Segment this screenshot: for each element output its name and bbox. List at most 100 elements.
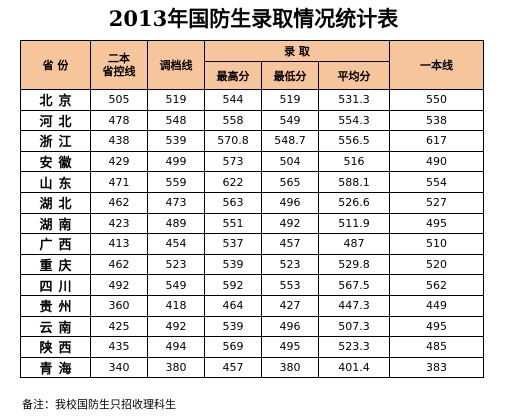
cell-avg: 588.1 [317,171,391,193]
cell-max: 537 [204,233,262,255]
cell-control: 438 [90,130,148,152]
header-admission: 录 取 [203,40,391,62]
cell-province: 北京 [20,89,91,111]
table-row: 重庆 462 523 539 523 529.8 520 [20,253,485,276]
cell-archive: 559 [147,171,205,193]
table-row: 山东 471 559 622 565 588.1 554 [20,171,485,193]
cell-tier-one: 383 [389,356,485,379]
cell-avg: 554.3 [317,109,391,132]
cell-province: 重庆 [20,253,91,276]
cell-avg: 523.3 [317,336,391,358]
table-title: 2013年国防生录取情况统计表 [108,6,399,31]
table-row: 北京 505 519 544 519 531.3 550 [20,89,485,111]
cell-province: 湖南 [20,212,91,235]
cell-province: 贵州 [20,294,91,317]
cell-control: 492 [90,274,148,296]
header-max: 最高分 [204,61,262,90]
cell-control: 505 [90,89,148,111]
cell-control: 340 [90,356,148,379]
cell-province: 安徽 [20,150,91,173]
cell-max: 539 [204,253,262,276]
cell-tier-one: 550 [389,89,485,111]
cell-province: 四川 [20,274,91,296]
cell-tier-one: 538 [389,109,485,132]
cell-max: 539 [204,315,262,338]
header-control-line: 二本 省控线 [90,40,148,90]
cell-max: 558 [204,109,262,132]
header-archive-line: 调档线 [147,40,205,90]
cell-tier-one: 554 [389,171,485,193]
cell-avg: 529.8 [317,253,391,276]
cell-tier-one: 485 [389,336,485,358]
header-tier-one: 一本线 [389,40,485,90]
cell-tier-one: 495 [389,315,485,338]
cell-max: 622 [204,171,262,193]
cell-tier-one: 520 [389,253,485,276]
cell-province: 湖北 [20,191,91,214]
header-min: 最低分 [261,61,319,90]
table-row: 湖南 423 489 551 492 511.9 495 [20,212,485,235]
table-row: 广西 413 454 537 457 487 510 [20,233,485,255]
cell-max: 573 [204,150,262,173]
cell-max: 570.8 [204,130,262,152]
admission-table: 省 份 二本 省控线 调档线 录 取 一本线 最高分 最低分 平均分 北京 505… [20,40,485,379]
cell-archive: 489 [147,212,205,235]
cell-control: 423 [90,212,148,235]
cell-archive: 499 [147,150,205,173]
cell-max: 464 [204,294,262,317]
cell-max: 569 [204,336,262,358]
cell-avg: 531.3 [317,89,391,111]
cell-tier-one: 562 [389,274,485,296]
table-row: 浙江 438 539 570.8 548.7 556.5 617 [20,130,485,152]
cell-min: 565 [261,171,319,193]
cell-min: 504 [261,150,319,173]
cell-min: 519 [261,89,319,111]
cell-archive: 549 [147,274,205,296]
cell-control: 360 [90,294,148,317]
cell-min: 553 [261,274,319,296]
cell-tier-one: 490 [389,150,485,173]
footnote: 备注：我校国防生只招收理科生 [22,398,176,411]
cell-avg: 507.3 [317,315,391,338]
cell-archive: 473 [147,191,205,214]
cell-avg: 526.6 [317,191,391,214]
cell-tier-one: 510 [389,233,485,255]
cell-archive: 492 [147,315,205,338]
cell-max: 563 [204,191,262,214]
cell-min: 548.7 [261,130,319,152]
cell-control: 478 [90,109,148,132]
table-row: 湖北 462 473 563 496 526.6 527 [20,191,485,214]
cell-control: 413 [90,233,148,255]
cell-avg: 556.5 [317,130,391,152]
table-row: 云南 425 492 539 496 507.3 495 [20,315,485,338]
cell-control: 429 [90,150,148,173]
table-row: 陕西 435 494 569 495 523.3 485 [20,336,485,358]
cell-min: 427 [261,294,319,317]
header-province: 省 份 [20,40,91,90]
cell-archive: 380 [147,356,205,379]
cell-avg: 447.3 [317,294,391,317]
cell-province: 浙江 [20,130,91,152]
table-row: 青海 340 380 457 380 401.4 383 [20,356,485,379]
cell-archive: 418 [147,294,205,317]
cell-avg: 511.9 [317,212,391,235]
cell-min: 523 [261,253,319,276]
cell-avg: 401.4 [317,356,391,379]
cell-avg: 487 [317,233,391,255]
table-row: 河北 478 548 558 549 554.3 538 [20,109,485,132]
cell-tier-one: 495 [389,212,485,235]
cell-archive: 494 [147,336,205,358]
cell-province: 陕西 [20,336,91,358]
cell-control: 471 [90,171,148,193]
cell-archive: 539 [147,130,205,152]
table-row: 贵州 360 418 464 427 447.3 449 [20,294,485,317]
cell-min: 496 [261,191,319,214]
cell-control: 435 [90,336,148,358]
cell-archive: 548 [147,109,205,132]
cell-min: 380 [261,356,319,379]
cell-min: 549 [261,109,319,132]
header-avg: 平均分 [317,61,391,90]
cell-control: 425 [90,315,148,338]
cell-archive: 523 [147,253,205,276]
cell-province: 河北 [20,109,91,132]
